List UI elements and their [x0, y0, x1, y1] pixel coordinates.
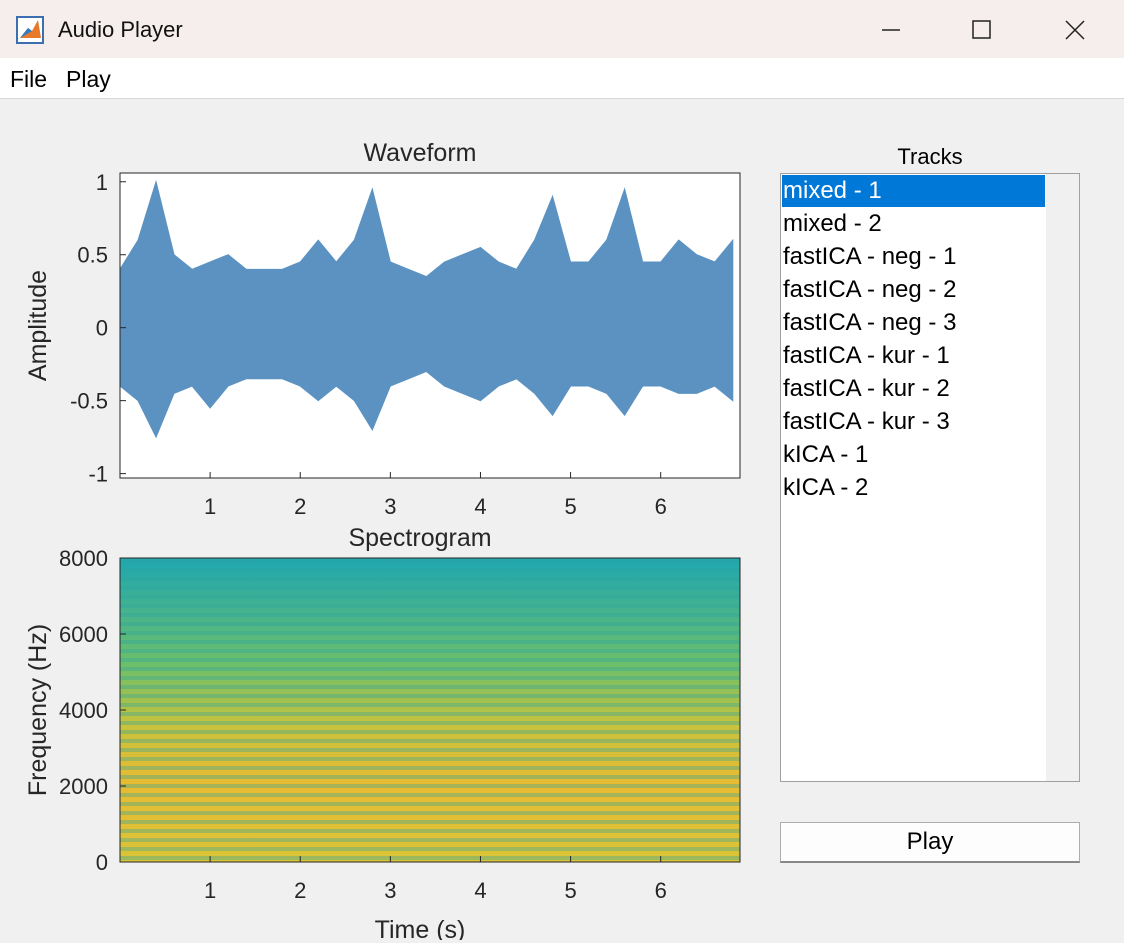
x-tick-label: 1	[204, 878, 216, 903]
chart-title: Spectrogram	[348, 524, 491, 552]
spectrogram-texture	[120, 558, 740, 862]
tracks-listbox[interactable]: mixed - 1 mixed - 2 fastICA - neg - 1 fastI…	[780, 173, 1080, 782]
x-tick-label: 4	[474, 494, 486, 519]
x-tick-label: 5	[564, 494, 576, 519]
track-item[interactable]: kICA - 2	[783, 474, 869, 501]
x-tick-label: 1	[204, 494, 216, 519]
track-item[interactable]: fastICA - kur - 3	[783, 408, 950, 435]
track-item[interactable]: mixed - 1	[782, 175, 1045, 207]
maximize-button[interactable]	[972, 20, 991, 39]
track-item[interactable]: fastICA - kur - 2	[783, 375, 950, 402]
track-item[interactable]: fastICA - neg - 1	[783, 243, 957, 270]
y-tick-label: 2000	[59, 774, 108, 799]
x-tick-label: 4	[474, 878, 486, 903]
y-tick-label: 0.5	[77, 243, 108, 268]
scrollbar	[1046, 174, 1079, 781]
y-tick-label: 8000	[59, 546, 108, 571]
play-button[interactable]: Play	[780, 822, 1080, 863]
x-tick-label: 3	[384, 494, 396, 519]
track-item[interactable]: mixed - 2	[783, 210, 882, 237]
y-axis-label: Amplitude	[24, 270, 52, 381]
y-tick-label: 4000	[59, 698, 108, 723]
x-tick-label: 2	[294, 494, 306, 519]
axes-box	[119, 172, 741, 479]
y-tick-label: 0	[96, 316, 108, 341]
track-item[interactable]: fastICA - neg - 2	[783, 276, 957, 303]
x-tick-label: 6	[655, 878, 667, 903]
waveform-envelope	[119, 327, 734, 439]
x-axis-label: Time (s)	[375, 916, 466, 940]
y-tick-label: 1	[96, 170, 108, 195]
chart-title: Waveform	[364, 139, 477, 167]
waveform-envelope	[119, 179, 734, 329]
window-title: Audio Player	[58, 17, 183, 42]
y-tick-label: -0.5	[70, 389, 108, 414]
plots: Waveform 1 2 3 4 5 6 -1 -0.5 0 0.5 1 Amplitude Spectr…	[24, 139, 741, 940]
x-tick-label: 6	[655, 494, 667, 519]
tracks-label: Tracks	[897, 144, 963, 169]
y-axis-label: Frequency (Hz)	[24, 624, 52, 796]
track-item[interactable]: fastICA - neg - 3	[783, 309, 957, 336]
window-controls	[882, 20, 1085, 40]
track-item[interactable]: fastICA - kur - 1	[783, 342, 950, 369]
x-tick-label: 2	[294, 878, 306, 903]
menu-item[interactable]: File	[10, 66, 48, 92]
close-button[interactable]	[1065, 20, 1085, 40]
x-tick-label: 5	[564, 878, 576, 903]
y-tick-label: -1	[88, 462, 108, 487]
track-item[interactable]: kICA - 1	[783, 441, 869, 468]
title-bar: Audio Player	[0, 0, 1124, 58]
menu-item[interactable]: Play	[66, 66, 111, 92]
app-icon	[16, 16, 44, 44]
y-tick-label: 6000	[59, 622, 108, 647]
menu-bar: File Play	[0, 58, 1124, 99]
y-tick-label: 0	[96, 850, 108, 875]
x-tick-label: 3	[384, 878, 396, 903]
